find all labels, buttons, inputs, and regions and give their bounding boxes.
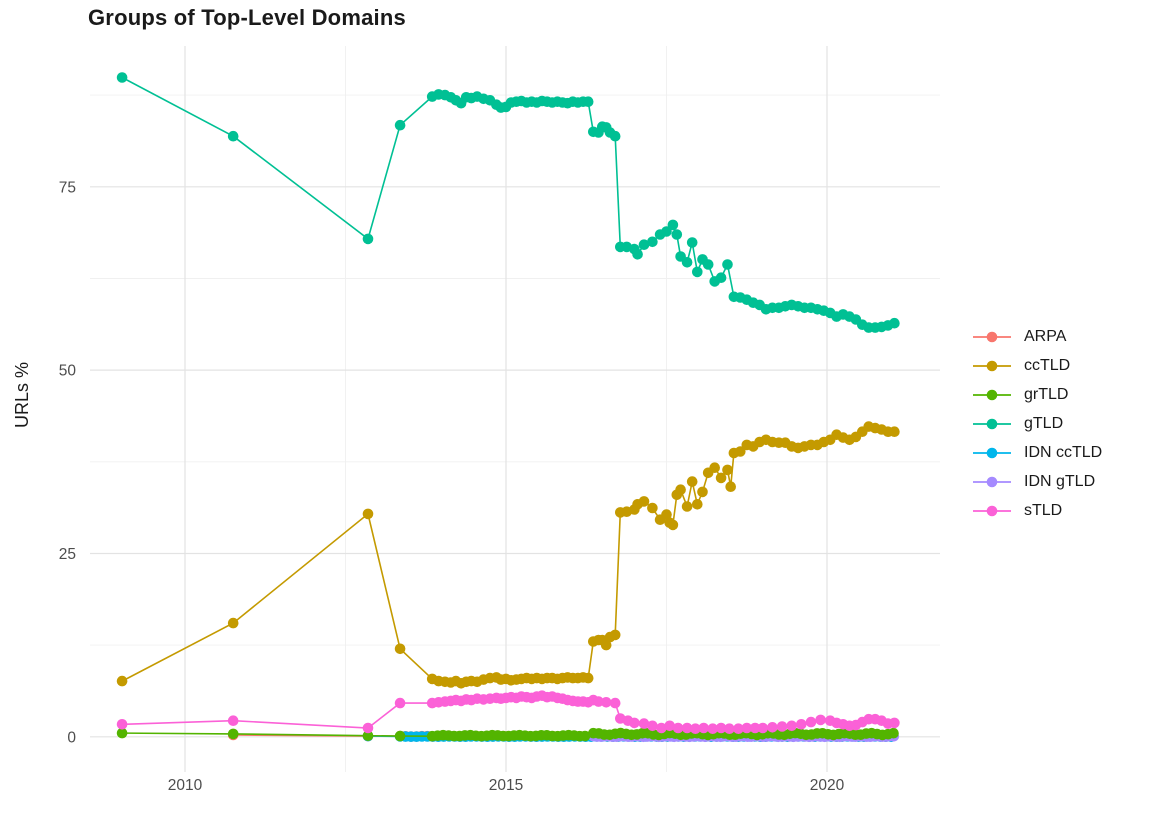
series-stld	[116, 690, 900, 734]
legend-item-stld: sTLD	[972, 496, 1102, 525]
legend: ARPA ccTLD grTLD gTLD IDN ccTLD IDN gTLD sTLD	[972, 322, 1102, 525]
svg-text:2010: 2010	[168, 777, 203, 794]
svg-text:0: 0	[67, 729, 76, 746]
legend-label: IDN gTLD	[1024, 472, 1096, 490]
svg-text:75: 75	[59, 179, 76, 196]
legend-marker	[973, 360, 1011, 371]
legend-marker	[973, 447, 1011, 458]
y-axis-tick-labels: 0 25 50 75	[59, 179, 77, 746]
legend-item-grtld: grTLD	[972, 380, 1102, 409]
series-cctld	[116, 421, 900, 689]
legend-label: sTLD	[1024, 501, 1063, 519]
svg-text:25: 25	[59, 546, 76, 563]
legend-label: gTLD	[1024, 414, 1064, 432]
legend-item-idn-gtld: IDN gTLD	[972, 467, 1102, 496]
legend-item-cctld: ccTLD	[972, 351, 1102, 380]
series-gtld	[116, 72, 900, 333]
legend-label: ccTLD	[1024, 356, 1071, 374]
svg-text:2015: 2015	[489, 777, 523, 794]
legend-marker	[973, 331, 1011, 342]
x-axis-tick-labels: 2010 2015 2020	[168, 777, 845, 794]
gridlines-major	[90, 46, 940, 772]
gridlines-minor	[90, 46, 940, 772]
legend-item-gtld: gTLD	[972, 409, 1102, 438]
legend-label: ARPA	[1024, 327, 1067, 345]
legend-item-idn-cctld: IDN ccTLD	[972, 438, 1102, 467]
legend-marker	[973, 418, 1011, 429]
svg-text:50: 50	[59, 363, 77, 380]
legend-item-arpa: ARPA	[972, 322, 1102, 351]
chart-title: Groups of Top-Level Domains	[88, 5, 406, 30]
svg-text:2020: 2020	[810, 777, 845, 794]
legend-marker	[973, 505, 1011, 516]
legend-marker	[973, 476, 1011, 487]
legend-label: IDN ccTLD	[1024, 443, 1103, 461]
y-axis-title: URLs %	[12, 362, 32, 429]
legend-marker	[973, 389, 1011, 400]
legend-label: grTLD	[1024, 385, 1069, 403]
